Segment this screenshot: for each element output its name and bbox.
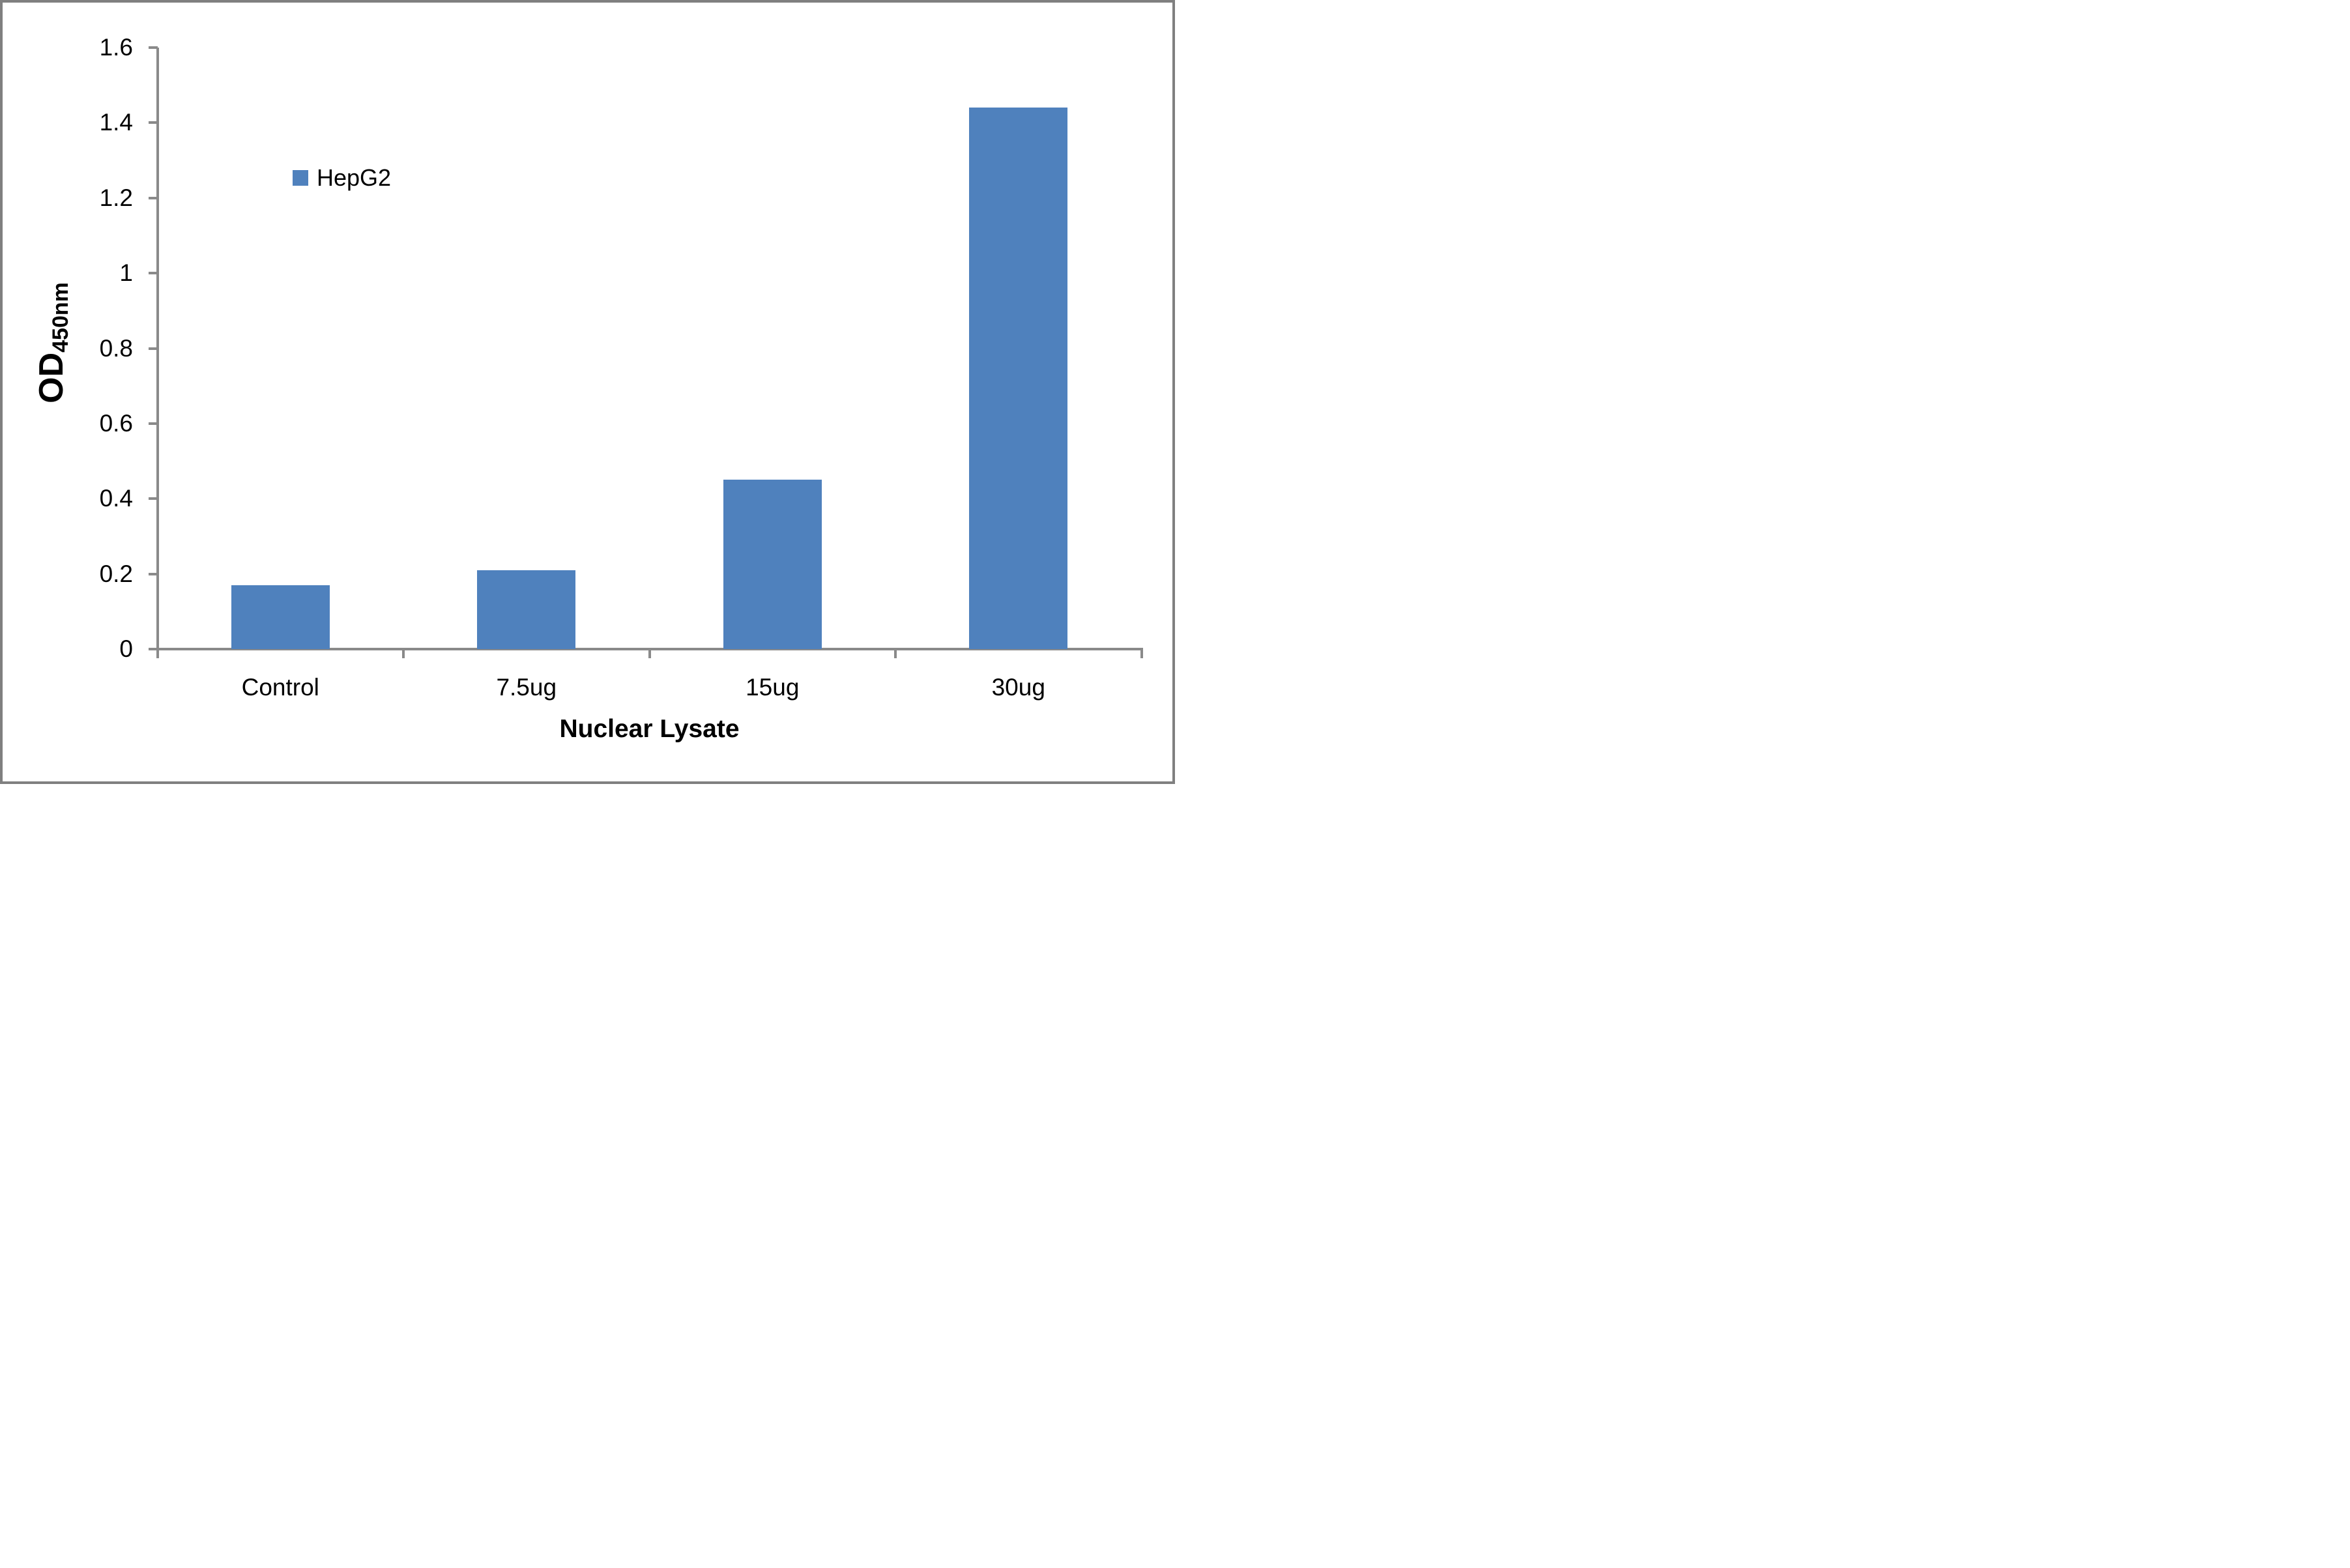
y-axis-tick <box>148 121 158 124</box>
y-axis-tick-label: 1 <box>119 259 133 287</box>
x-axis-category-label: 7.5ug <box>496 674 557 701</box>
y-axis-tick-label: 1.2 <box>99 184 133 211</box>
y-axis-tick <box>148 497 158 501</box>
x-axis-title: Nuclear Lysate <box>559 715 740 743</box>
y-axis-title: OD450nm <box>33 282 73 403</box>
x-axis-tick <box>1140 649 1143 658</box>
bar-15ug <box>723 480 822 649</box>
y-axis-tick-label: 1.6 <box>99 34 133 61</box>
y-axis-title-text: OD <box>33 352 70 403</box>
y-axis-tick-label: 0.2 <box>99 560 133 587</box>
y-axis-tick-label: 0.6 <box>99 409 133 437</box>
y-axis-tick-label: 0.4 <box>99 485 133 512</box>
y-axis-tick <box>148 347 158 350</box>
bar-Control <box>231 585 330 649</box>
x-axis-category-label: Control <box>241 674 319 701</box>
bar-30ug <box>969 108 1068 649</box>
x-axis-tick <box>156 649 159 658</box>
bar-7.5ug <box>477 570 576 649</box>
y-axis-title-subscript: 450nm <box>48 282 73 353</box>
y-axis-tick <box>148 196 158 199</box>
legend-swatch-icon <box>293 170 308 186</box>
x-axis-category-label: 15ug <box>746 674 800 701</box>
y-axis-tick <box>148 572 158 575</box>
y-axis-line <box>156 48 159 658</box>
x-axis-category-label: 30ug <box>991 674 1045 701</box>
y-axis-tick <box>148 272 158 275</box>
x-axis-tick <box>402 649 405 658</box>
y-axis-tick <box>148 422 158 425</box>
y-axis-tick <box>148 648 158 650</box>
legend-label: HepG2 <box>317 164 392 191</box>
x-axis-tick <box>648 649 651 658</box>
x-axis-tick <box>894 649 897 658</box>
y-axis-tick-label: 1.4 <box>99 109 133 136</box>
chart-canvas: 0 0.2 0.4 0.6 0.8 1 1.2 1.4 1.6 Control 7.5ug 15ug 3… <box>0 0 1175 784</box>
y-axis-tick-label: 0 <box>119 635 133 662</box>
plot-area: 0 0.2 0.4 0.6 0.8 1 1.2 1.4 1.6 Control 7.5ug 15ug 3… <box>3 3 1172 781</box>
legend: HepG2 <box>293 166 391 190</box>
y-axis-tick-label: 0.8 <box>99 334 133 362</box>
y-axis-tick <box>148 46 158 49</box>
